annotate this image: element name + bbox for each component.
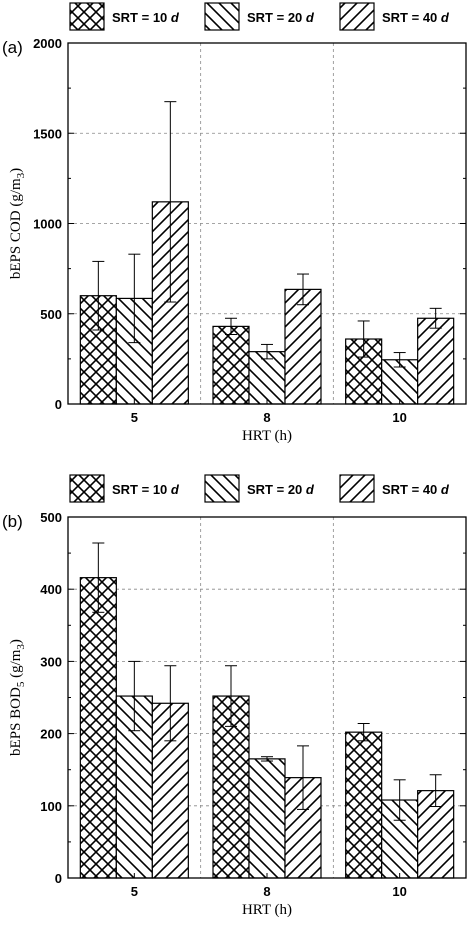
y-tick-label: 0 xyxy=(55,397,62,412)
y-tick-label: 2000 xyxy=(33,36,62,51)
legend-item: SRT = 40 d xyxy=(339,2,450,31)
legend-label: SRT = 20 d xyxy=(247,10,315,25)
bar xyxy=(212,325,250,405)
legend-swatch xyxy=(204,2,240,31)
bar xyxy=(248,758,286,879)
legend-label: SRT = 10 d xyxy=(112,10,180,25)
y-tick-label: 400 xyxy=(40,582,62,597)
legend-swatch xyxy=(339,2,375,31)
legend-item: SRT = 10 d xyxy=(69,474,180,503)
y-tick-label: 0 xyxy=(55,871,62,886)
grid xyxy=(68,43,466,404)
x-tick-label: 8 xyxy=(263,884,270,899)
legend-swatch xyxy=(69,474,105,503)
legend-swatch xyxy=(69,2,105,31)
panel-label: (a) xyxy=(2,38,23,57)
bar xyxy=(284,777,322,879)
x-tick-label: 5 xyxy=(131,410,138,425)
chart-panel-b: 0 100 200 300 400 500 5 8 10 HRT (h) bEPS BOD5 (g/… xyxy=(2,474,467,918)
bar xyxy=(248,351,286,405)
bar xyxy=(417,317,455,405)
y-tick-label: 200 xyxy=(40,727,62,742)
y-axis-title: bEPS BOD5 (g/m3) xyxy=(8,639,27,756)
y-tick-label: 300 xyxy=(40,654,62,669)
legend-label: SRT = 10 d xyxy=(112,482,180,497)
x-axis-title: HRT (h) xyxy=(242,428,292,444)
bar xyxy=(284,288,322,405)
y-tick-label: 1000 xyxy=(33,217,62,232)
y-tick-label: 1500 xyxy=(33,126,62,141)
x-axis-title: HRT (h) xyxy=(242,902,292,918)
bar xyxy=(345,731,383,879)
chart-panel-a: 0 500 1000 1500 2000 5 8 10 HRT (h) bEPS COD (g/m… xyxy=(2,2,467,444)
legend-item: SRT = 20 d xyxy=(204,2,315,31)
legend-swatch xyxy=(339,474,375,503)
y-tick-label: 500 xyxy=(40,307,62,322)
panel-label: (b) xyxy=(2,512,23,531)
x-tick-label: 5 xyxy=(131,884,138,899)
legend-label: SRT = 40 d xyxy=(382,10,450,25)
y-axis-title: bEPS COD (g/m3) xyxy=(8,168,27,279)
legend: SRT = 10 d SRT = 20 d SRT = 40 d xyxy=(69,474,450,503)
x-tick-label: 8 xyxy=(263,410,270,425)
legend-swatch xyxy=(204,474,240,503)
legend-label: SRT = 20 d xyxy=(247,482,315,497)
legend-label: SRT = 40 d xyxy=(382,482,450,497)
y-tick-label: 100 xyxy=(40,799,62,814)
legend: SRT = 10 d SRT = 20 d SRT = 40 d xyxy=(69,2,450,31)
y-tick-label: 500 xyxy=(40,510,62,525)
bar xyxy=(79,577,117,879)
legend-item: SRT = 40 d xyxy=(339,474,450,503)
x-tick-label: 10 xyxy=(392,410,406,425)
legend-item: SRT = 20 d xyxy=(204,474,315,503)
legend-item: SRT = 10 d xyxy=(69,2,180,31)
x-tick-label: 10 xyxy=(392,884,406,899)
